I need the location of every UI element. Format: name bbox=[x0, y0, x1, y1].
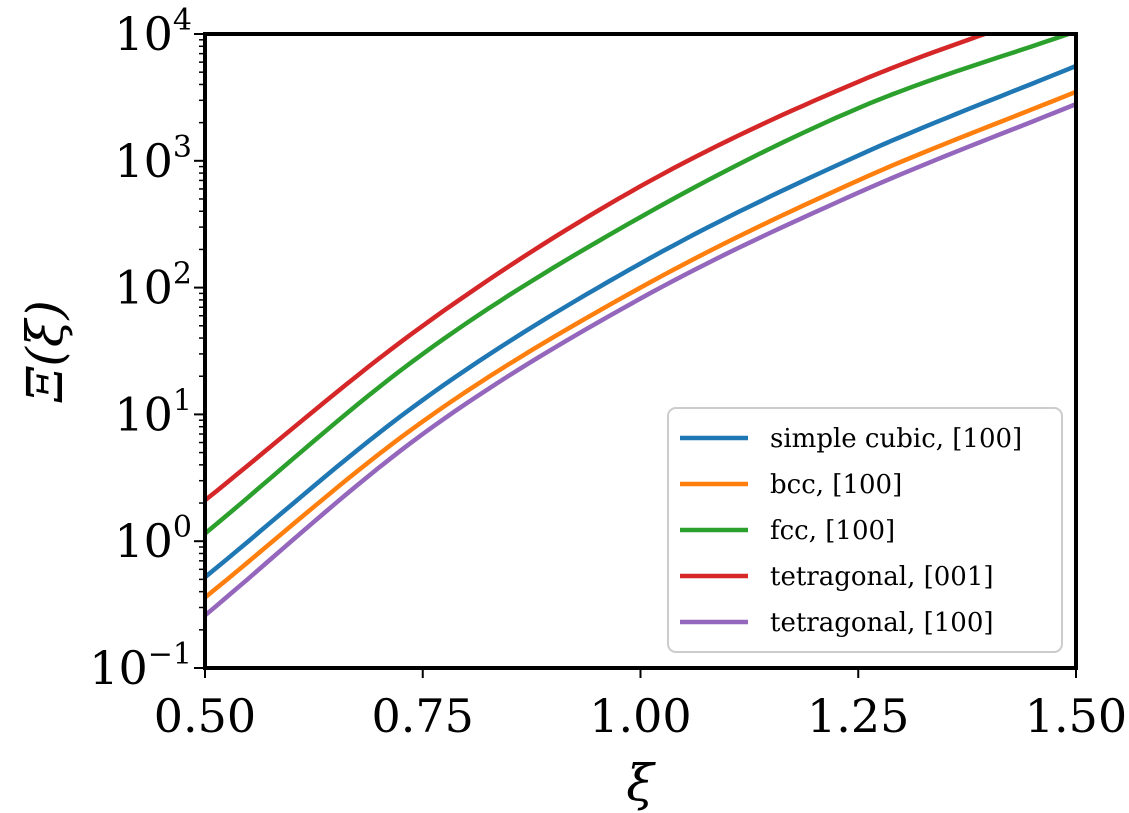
y-axis-label: Ξ(ξ) bbox=[16, 300, 74, 403]
y-tick-label: 102 bbox=[114, 257, 192, 315]
y-tick-label: 10−1 bbox=[89, 637, 192, 695]
legend-label: simple cubic, [100] bbox=[770, 424, 1022, 454]
series-lines bbox=[205, 34, 1076, 618]
x-tick-label: 1.00 bbox=[589, 689, 691, 743]
x-tick-label: 1.50 bbox=[1025, 689, 1127, 743]
legend-label: fcc, [100] bbox=[770, 516, 895, 546]
y-axis-ticks: 10−1 100 101 102 103 104 bbox=[89, 3, 205, 695]
x-tick-label: 1.25 bbox=[807, 689, 909, 743]
y-tick-label: 104 bbox=[114, 3, 192, 61]
series-line-2 bbox=[205, 34, 1076, 536]
y-tick-label: 103 bbox=[114, 130, 192, 188]
y-tick-label: 101 bbox=[114, 383, 192, 441]
x-axis-ticks: 0.50 0.75 1.00 1.25 1.50 bbox=[154, 668, 1127, 743]
series-line-1 bbox=[205, 89, 1076, 600]
legend: simple cubic, [100] bcc, [100] fcc, [100] t… bbox=[667, 407, 1063, 653]
legend-label: tetragonal, [100] bbox=[770, 608, 994, 638]
legend-label: bcc, [100] bbox=[770, 470, 902, 500]
legend-box bbox=[667, 407, 1063, 653]
x-axis-label: ξ bbox=[626, 754, 656, 812]
legend-label: tetragonal, [001] bbox=[770, 562, 994, 592]
series-line-0 bbox=[205, 63, 1076, 579]
x-tick-label: 0.75 bbox=[372, 689, 474, 743]
series-line-3 bbox=[205, 34, 992, 503]
y-tick-label: 100 bbox=[114, 510, 192, 568]
series-line-4 bbox=[205, 102, 1076, 618]
x-tick-label: 0.50 bbox=[154, 689, 256, 743]
